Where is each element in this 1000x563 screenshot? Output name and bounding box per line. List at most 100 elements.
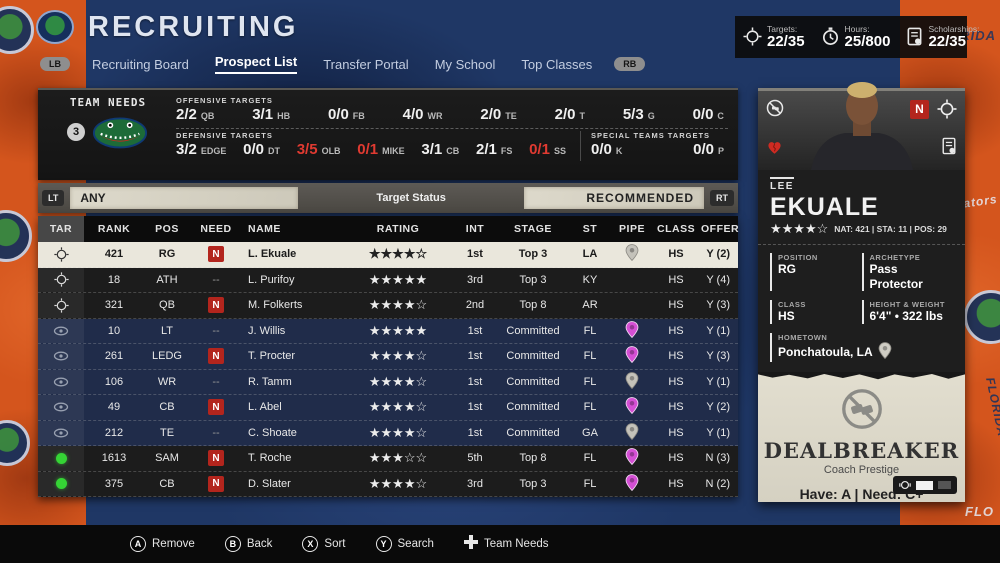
footer-action-back[interactable]: B Back [224,536,272,552]
card-page-toggle[interactable] [893,476,957,494]
position-cell: SAM [155,452,179,465]
player-stat-line: NAT: 421 | STA: 11 | POS: 29 [834,224,947,235]
table-row[interactable]: 261 LEDG N T. Procter ★★★★☆ 1st Committe… [38,344,738,370]
scholarship-doc-icon [941,137,957,160]
committed-status-icon [38,395,84,420]
committed-status-icon [38,318,84,343]
column-header-int: INT [465,223,485,235]
need-stat-t: 2/0 T [554,106,585,123]
table-row[interactable]: 106 WR -- R. Tamm ★★★★☆ 1st Committed FL… [38,369,738,395]
footer-action-search[interactable]: Y Search [375,536,434,552]
tab-prospect-list[interactable]: Prospect List [214,54,298,74]
pipeline-pin-icon [610,244,654,264]
rating-stars: ★★★★☆ [368,475,428,491]
table-row[interactable]: 49 CB N L. Abel ★★★★☆ 1st Committed FL H… [38,395,738,421]
footer-action-team-needs[interactable]: Team Needs [463,534,549,554]
tab-transfer-portal[interactable]: Transfer Portal [323,56,409,72]
rating-stars: ★★★★★ [368,322,428,338]
rating-stars: ★★★★★ [368,271,428,287]
table-row[interactable]: 375 CB N D. Slater ★★★★☆ 3rd Top 3 FL HS… [38,471,738,497]
gator-head-logo [92,117,148,149]
class-cell: HS [668,248,684,261]
team-logo-icon [36,10,74,44]
state-cell: FL [583,324,597,337]
filter-center-label: Target Status [376,192,446,204]
table-row[interactable]: 421 RG N L. Ekuale ★★★★☆ 1st Top 3 LA HS… [38,242,738,268]
need-stat-k: 0/0 K [591,141,623,158]
rating-stars: ★★★★☆ [368,373,428,389]
team-needs-left: TEAM NEEDS 3 [48,96,168,176]
position-cell: RG [158,248,176,261]
special-teams-label: SPECIAL TEAMS TARGETS [591,131,711,140]
column-header-pos: POS [155,223,179,235]
no-handshake-icon [841,389,882,429]
class-cell: HS [668,401,684,414]
player-photo: N [758,82,965,171]
column-header-pipe: PIPE [619,223,645,235]
state-cell: GA [582,426,598,439]
divider [176,128,728,129]
right-trigger-chip[interactable]: RT [710,190,734,206]
targets-stat: Targets: 22/35 [743,24,805,50]
need-stat-dt: 0/0 DT [243,141,280,158]
dealbreaker-requirement: Have: A | Need: C+ [799,486,924,502]
table-row[interactable]: 1613 SAM N T. Roche ★★★☆☆ 5th Top 8 FL H… [38,446,738,472]
interest-cell: 1st [467,350,483,363]
interest-cell: 1st [467,324,483,337]
detail-archetype: ARCHETYPE Pass Protector [861,253,954,292]
stage-cell: Committed [506,350,560,363]
special-teams-values: 0/0 K 0/0 P [591,140,728,161]
pipeline-pin-icon [610,346,654,366]
stage-cell: Committed [506,426,560,439]
target-status-icon [38,293,84,318]
need-cell: N [190,475,242,492]
dealbreaker-panel: DEALBREAKER Coach Prestige Have: A | Nee… [758,372,965,502]
team-needs-body: OFFENSIVE TARGETS 2/2 QB 3/1 HB 0/0 FB 4/0 WR 2/… [176,96,728,176]
button-y-icon: Y [375,536,392,552]
footer-bar: A Remove B Back X Sort Y Search Team Needs [0,525,1000,563]
left-trigger-chip[interactable]: LT [42,190,65,206]
name-cell: C. Shoate [248,426,297,439]
player-avatar [810,82,913,171]
right-bumper-chip[interactable]: RB [614,57,646,71]
tab-top-classes[interactable]: Top Classes [521,56,593,72]
rating-stars: ★★★★☆ [368,297,428,313]
pipeline-pin-icon [610,422,654,443]
table-row[interactable]: 18 ATH -- L. Purifoy ★★★★★ 3rd Top 3 KY … [38,267,738,293]
detail-position: POSITION RG [770,253,862,292]
tab-recruiting-board[interactable]: Recruiting Board [92,56,189,72]
table-row[interactable]: 212 TE -- C. Shoate ★★★★☆ 1st Committed … [38,420,738,446]
filter-right-tab[interactable]: RECOMMENDED [524,187,704,209]
interest-cell: 1st [467,375,483,388]
pipeline-pin-icon [610,397,654,417]
position-cell: ATH [156,273,178,286]
need-badge: N [910,99,929,119]
dealbreaker-flag-icon [766,99,784,122]
stage-cell: Committed [506,324,560,337]
scholarships-stat: Scholarships: 22/35 [906,24,979,50]
stage-cell: Top 8 [519,452,547,465]
column-header-name: NAME [248,223,281,235]
stage-cell: Committed [506,375,560,388]
footer-action-sort[interactable]: X Sort [302,536,346,552]
gator-logo-decor [964,290,1000,344]
tab-my-school[interactable]: My School [434,56,496,72]
filter-left-tab[interactable]: ANY [70,187,299,209]
table-row[interactable]: 10 LT -- J. Willis ★★★★★ 1st Committed F… [38,318,738,344]
rank-cell: 1613 [101,452,127,465]
class-cell: HS [668,477,684,490]
footer-action-remove[interactable]: A Remove [130,536,195,552]
stage-cell: Top 3 [518,248,548,261]
left-bumper-chip[interactable]: LB [40,57,70,71]
need-stat-wr: 4/0 WR [402,106,443,123]
stats-bar: Targets: 22/35 Hours: 25/800 Scholarships:… [735,16,979,58]
rank-cell: 18 [107,273,121,286]
stats-bar-items: Targets: 22/35 Hours: 25/800 Scholarships:… [743,24,979,50]
class-cell: HS [668,452,684,465]
dealbreaker-subtitle: Coach Prestige [823,464,900,476]
position-cell: CB [159,401,175,414]
need-cell: -- [212,426,220,439]
state-cell: FL [583,350,597,363]
rating-stars: ★★★★☆ [368,424,428,440]
table-row[interactable]: 321 QB N M. Folkerts ★★★★☆ 2nd Top 8 AR … [38,293,738,319]
